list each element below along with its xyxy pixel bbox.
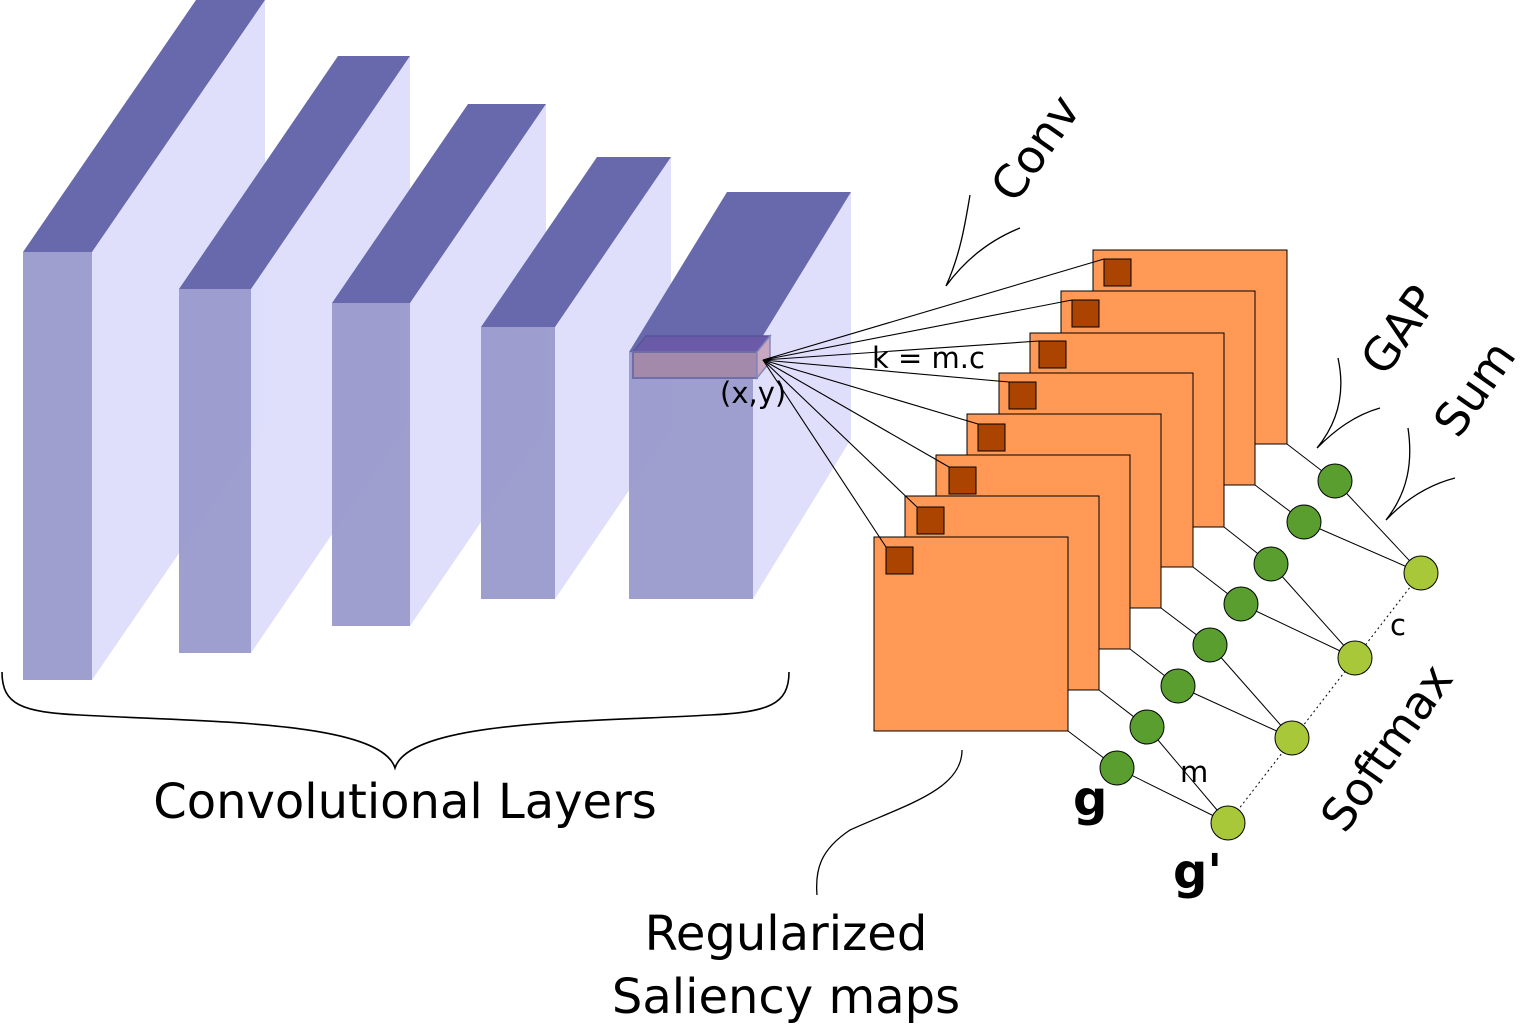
conv-line-8 — [762, 258, 1105, 361]
sum-node-1 — [1210, 805, 1246, 841]
conv-layer-1 — [23, 0, 265, 680]
softmax-label: Softmax — [1310, 654, 1464, 841]
gap-to-sum-8 — [1334, 480, 1422, 574]
m-label: m — [1180, 755, 1208, 789]
conv-layer-5 — [629, 192, 851, 599]
saliency-map-4-patch — [977, 423, 1006, 452]
sum-node-2 — [1274, 720, 1310, 756]
conv-line-2 — [762, 359, 918, 508]
saliency-maps-label-line1: Regularized — [645, 906, 928, 962]
conv-layer-4-top — [481, 157, 671, 327]
sum-pointer — [1385, 427, 1456, 521]
gap-to-sum-3 — [1177, 685, 1293, 739]
conv-layer-5-front — [629, 352, 753, 599]
gap-node-6 — [1253, 546, 1289, 582]
conv-line-5 — [762, 359, 1010, 383]
g-label: g — [1073, 771, 1107, 827]
conv-layer-2-top — [179, 56, 410, 289]
sum-node-3 — [1337, 640, 1373, 676]
saliency-map-1 — [873, 536, 1069, 732]
conv-layer-2-front — [179, 289, 251, 653]
conv-layer-2 — [179, 56, 410, 653]
gap-to-sum-4 — [1209, 644, 1293, 739]
saliency-map-8-patch — [1103, 258, 1132, 287]
conv-layer-5-top — [629, 192, 851, 352]
conv-pointer — [945, 194, 1021, 287]
saliency-map-7-patch — [1071, 299, 1100, 328]
gap-to-sum-7 — [1303, 521, 1422, 574]
gap-node-8 — [1317, 463, 1353, 499]
sum-label: Sum — [1423, 331, 1526, 446]
gap-node-1 — [1099, 750, 1135, 786]
conv-line-4 — [762, 359, 979, 425]
gap-nodes — [1099, 463, 1353, 786]
conv-layer-5-side — [753, 192, 851, 599]
conv-layer-3-front — [332, 303, 410, 626]
conv-line-3 — [762, 359, 950, 468]
gap-to-sum-6 — [1270, 563, 1356, 659]
conv-layer-2-side — [251, 56, 410, 653]
saliency-map-3-patch — [948, 466, 977, 495]
feature-column — [632, 351, 758, 379]
saliency-map-1-patch — [885, 546, 914, 575]
conv-layer-1-side — [92, 0, 265, 680]
kernel-label: k = m.c — [872, 341, 985, 375]
saliency-map-6-patch — [1038, 340, 1067, 369]
conv-layer-4-side — [555, 157, 671, 599]
conv-line-7 — [762, 299, 1073, 361]
gap-to-sum-1 — [1116, 767, 1229, 824]
feature-column-top — [631, 335, 772, 353]
saliency-map-2-patch — [916, 506, 945, 535]
gap-node-2 — [1129, 709, 1165, 745]
conv-layer-3-top — [332, 104, 546, 303]
convolutional-layers — [23, 0, 851, 680]
sum-nodes — [1210, 555, 1439, 841]
conv-layer-4-front — [481, 327, 555, 599]
position-label: (x,y) — [720, 376, 786, 410]
saliency-maps-pointer — [815, 749, 963, 896]
conv-layer-4 — [481, 157, 671, 599]
gap-pointer — [1316, 357, 1381, 449]
g-prime-label: g' — [1173, 844, 1222, 900]
saliency-maps-label-line2: Saliency maps — [612, 969, 960, 1025]
gap-node-5 — [1223, 586, 1259, 622]
conv-layer-3 — [332, 104, 546, 626]
conv-line-6 — [762, 340, 1040, 361]
gap-node-4 — [1192, 627, 1228, 663]
convolutional-layers-brace — [1, 671, 790, 771]
gap-label: GAP — [1350, 276, 1449, 385]
conv-layer-1-top — [23, 0, 265, 252]
gap-to-sum-5 — [1240, 603, 1356, 659]
saliency-map-5-patch — [1008, 381, 1037, 410]
conv-layer-1-front — [23, 252, 92, 680]
conv-layer-3-side — [410, 104, 546, 626]
conv-line-1 — [762, 359, 887, 548]
gap-to-sum-2 — [1146, 726, 1229, 824]
conv-label: Conv — [980, 85, 1091, 212]
gap-node-3 — [1160, 668, 1196, 704]
conv-projection-lines — [762, 258, 1105, 548]
gap-node-7 — [1286, 504, 1322, 540]
c-label: c — [1390, 608, 1406, 642]
convolutional-layers-label: Convolutional Layers — [153, 774, 657, 830]
sum-node-4 — [1403, 555, 1439, 591]
saliency-maps — [873, 249, 1288, 732]
